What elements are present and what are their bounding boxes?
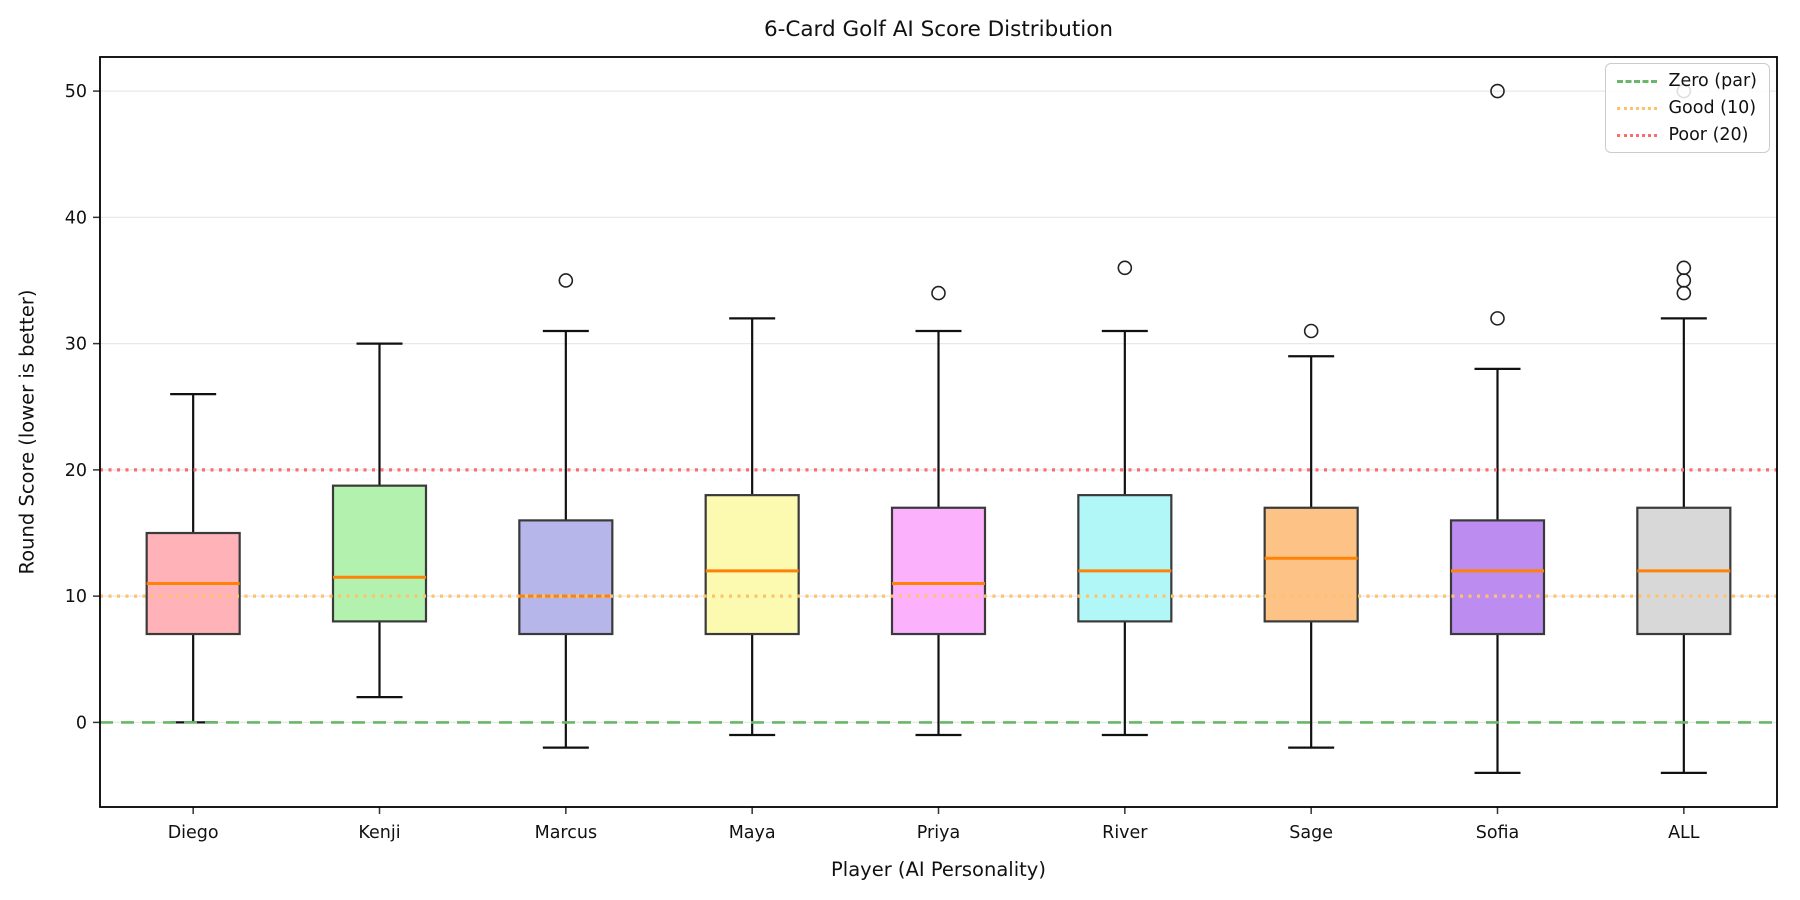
dotted-line-icon [1617,106,1658,110]
outlier-marker [1490,83,1505,99]
legend: Zero (par) Good (10) Poor (20) [1605,63,1770,153]
outlier-marker [1490,311,1505,326]
y-axis-label: Round Score (lower is better) [15,289,39,575]
boxplot-river-box [1077,494,1173,623]
x-tick-label: River [1102,823,1148,843]
y-tick-label: 30 [65,335,87,355]
x-tick-label: ALL [1668,823,1700,843]
boxplot-marcus-box [518,519,614,636]
legend-label: Poor (20) [1668,125,1749,145]
x-tick-label: Diego [168,823,219,843]
outlier-marker [1676,285,1692,301]
legend-label: Good (10) [1668,98,1757,118]
legend-item-zero: Zero (par) [1617,71,1757,91]
boxplot-priya-box [890,506,987,636]
dotted-line-icon [1617,133,1658,137]
y-tick-label: 0 [76,713,87,733]
legend-item-poor: Poor (20) [1617,125,1757,145]
outlier-marker [1676,273,1692,288]
y-tick-label: 50 [65,82,87,102]
outlier-marker [931,285,946,301]
x-axis-label: Player (AI Personality) [831,858,1046,881]
chart-title: 6-Card Golf AI Score Distribution [763,17,1114,42]
boxplot-kenji-box [331,484,428,623]
x-tick-label: Priya [917,823,960,843]
x-tick-label: Sofia [1476,823,1520,843]
x-tick-label: Kenji [358,823,400,843]
outlier-marker [1117,260,1133,276]
outlier-marker [1676,260,1692,276]
x-tick-label: Marcus [535,823,597,843]
outlier-marker [558,273,574,288]
y-tick-label: 10 [65,587,87,607]
boxplot-sage-box [1263,506,1359,623]
axes-frame [99,56,1778,808]
dashed-line-icon [1617,79,1658,83]
x-tick-label: Maya [729,823,776,843]
legend-label: Zero (par) [1668,71,1757,91]
legend-item-good: Good (10) [1617,98,1757,118]
boxplot-maya-box [704,494,800,636]
outlier-marker [1303,323,1319,339]
boxplot-sofia-box [1449,519,1546,636]
y-tick-label: 40 [65,208,87,228]
x-tick-label: Sage [1289,823,1333,843]
y-tick-label: 20 [65,461,87,481]
